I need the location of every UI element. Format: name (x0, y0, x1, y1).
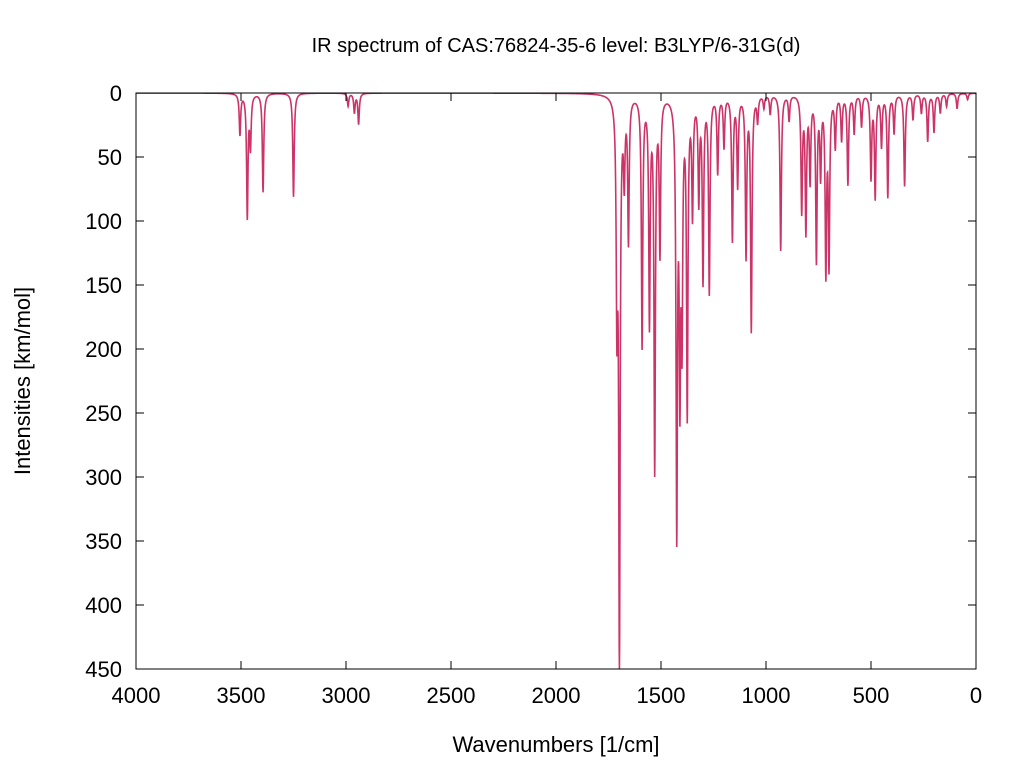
x-tick-label: 2500 (427, 683, 476, 708)
x-tick-label: 3000 (322, 683, 371, 708)
x-tick-label: 1000 (742, 683, 791, 708)
x-tick-label: 2000 (532, 683, 581, 708)
x-axis-title: Wavenumbers [1/cm] (452, 732, 659, 757)
y-tick-label: 150 (85, 273, 122, 298)
y-tick-label: 0 (110, 81, 122, 106)
y-axis-ticks: 0 50 100 150 200 250 300 350 400 450 (85, 81, 976, 682)
x-tick-label: 1500 (637, 683, 686, 708)
x-tick-label: 0 (970, 683, 982, 708)
y-tick-label: 350 (85, 529, 122, 554)
y-tick-label: 450 (85, 657, 122, 682)
y-tick-label: 400 (85, 593, 122, 618)
x-tick-label: 4000 (112, 683, 161, 708)
plot-frame (135, 92, 977, 670)
x-tick-label: 500 (853, 683, 890, 708)
x-tick-label: 3500 (217, 683, 266, 708)
y-tick-label: 300 (85, 465, 122, 490)
y-tick-label: 100 (85, 209, 122, 234)
y-tick-label: 250 (85, 401, 122, 426)
chart-title: IR spectrum of CAS:76824-35-6 level: B3L… (312, 35, 801, 57)
y-axis-title: Intensities [km/mol] (10, 287, 35, 475)
x-axis-ticks: 4000 3500 3000 2500 2000 1500 1000 500 0 (112, 93, 982, 708)
y-tick-label: 200 (85, 337, 122, 362)
y-tick-label: 50 (98, 145, 122, 170)
